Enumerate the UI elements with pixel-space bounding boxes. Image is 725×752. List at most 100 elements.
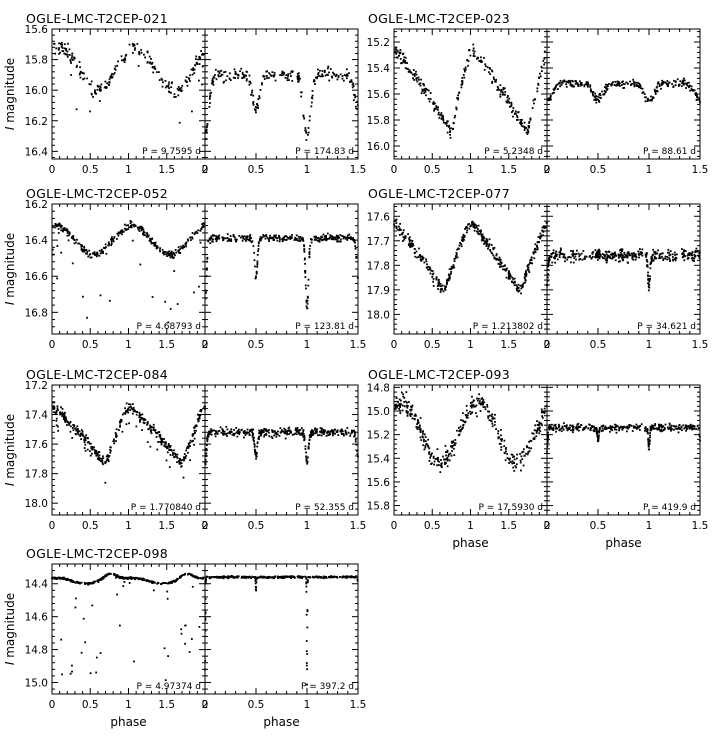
pulsation-point	[166, 451, 169, 454]
pulsation-point	[489, 250, 492, 253]
pulsation-point	[66, 230, 69, 233]
eclipsing-point	[566, 424, 568, 427]
pulsation-point	[424, 90, 427, 93]
eclipsing-point	[210, 236, 213, 239]
eclipsing-point	[560, 249, 562, 251]
pulsation-point	[489, 419, 492, 422]
eclipsing-point	[252, 94, 255, 97]
eclipsing-point	[628, 252, 630, 255]
eclipsing-point	[269, 237, 271, 240]
eclipsing-point	[645, 256, 648, 258]
eclipsing-point	[547, 262, 550, 265]
pulsation-point	[537, 82, 540, 85]
pulsation-point	[523, 121, 526, 124]
eclipsing-point	[694, 255, 696, 258]
pulsation-point	[453, 454, 456, 457]
eclipsing-point	[644, 426, 647, 428]
pulsation-point	[83, 581, 86, 584]
eclipsing-point	[302, 430, 305, 433]
eclipsing-point	[682, 251, 685, 254]
pulsation-point	[516, 116, 519, 119]
pulsation-period-label: P = 4.97374 d	[137, 682, 201, 692]
eclipsing-point	[263, 427, 266, 430]
eclipsing-point	[649, 434, 651, 437]
pulsation-point	[173, 270, 176, 272]
eclipsing-point	[698, 254, 700, 257]
eclipsing-point	[350, 79, 353, 82]
eclipsing-point	[281, 70, 284, 73]
pulsation-point	[160, 77, 163, 80]
pulsation-point	[395, 46, 398, 49]
pulsation-point	[461, 236, 464, 239]
x-tick-label: 0	[544, 339, 551, 351]
pulsation-point	[440, 465, 443, 468]
eclipsing-point	[306, 610, 309, 613]
pulsation-point	[449, 445, 452, 448]
eclipsing-point	[548, 257, 551, 260]
pulsation-point	[102, 250, 104, 253]
eclipsing-point	[296, 428, 298, 430]
pulsation-point	[176, 453, 179, 456]
eclipsing-point	[226, 428, 229, 431]
eclipsing-point	[228, 72, 231, 75]
eclipsing-point	[262, 74, 265, 77]
pulsation-point	[127, 407, 130, 410]
pulsation-period-label: P = 5.2348 d	[484, 147, 543, 157]
pulsation-point	[453, 258, 456, 260]
pulsation-point	[141, 429, 143, 431]
eclipsing-point	[251, 89, 254, 92]
eclipsing-point	[303, 244, 305, 247]
pulsation-point	[164, 679, 167, 682]
pulsation-point	[397, 54, 400, 57]
pulsation-point	[432, 101, 435, 103]
eclipsing-point	[560, 430, 563, 433]
pulsation-point	[444, 451, 447, 453]
pulsation-point	[166, 590, 169, 593]
pulsation-point	[73, 239, 76, 241]
pulsation-point	[422, 444, 425, 447]
pulsation-point	[177, 86, 180, 88]
eclipsing-point	[301, 434, 304, 436]
eclipsing-point	[622, 82, 625, 85]
pulsation-point	[423, 438, 425, 441]
pulsation-point	[153, 67, 156, 70]
pulsation-point	[140, 227, 143, 229]
eclipsing-point	[240, 575, 243, 578]
pulsation-point	[480, 398, 483, 400]
pulsation-point	[531, 262, 534, 265]
pulsation-point	[528, 446, 531, 449]
pulsation-point	[89, 442, 92, 445]
eclipsing-point	[276, 237, 278, 239]
pulsation-point	[506, 267, 508, 270]
pulsation-point	[543, 63, 546, 66]
pulsation-point	[393, 225, 396, 228]
pulsation-point	[488, 243, 491, 246]
pulsation-point	[150, 580, 153, 583]
eclipsing-point	[294, 432, 297, 435]
eclipsing-point	[222, 81, 225, 84]
pulsation-point	[446, 456, 449, 459]
pulsation-point	[535, 435, 538, 438]
pulsation-point	[74, 606, 77, 609]
pulsation-point	[62, 412, 65, 415]
pulsation-point	[414, 72, 416, 75]
pulsation-point	[199, 414, 202, 416]
eclipsing-point	[245, 235, 247, 238]
eclipsing-point	[608, 83, 610, 85]
eclipsing-point	[243, 76, 246, 79]
pulsation-point	[538, 422, 541, 424]
pulsation-point	[98, 85, 101, 88]
eclipsing-point	[300, 238, 303, 240]
pulsation-point	[395, 218, 398, 221]
pulsation-point	[447, 273, 450, 276]
pulsation-point	[167, 445, 170, 448]
eclipsing-point	[576, 249, 578, 252]
pulsation-point	[60, 45, 63, 48]
pulsation-point	[178, 249, 180, 252]
pulsation-point	[539, 237, 541, 239]
x-tick-label: 1.5	[158, 164, 175, 176]
eclipsing-point	[318, 238, 321, 241]
pulsation-point	[504, 448, 507, 450]
eclipsing-point	[217, 430, 220, 433]
